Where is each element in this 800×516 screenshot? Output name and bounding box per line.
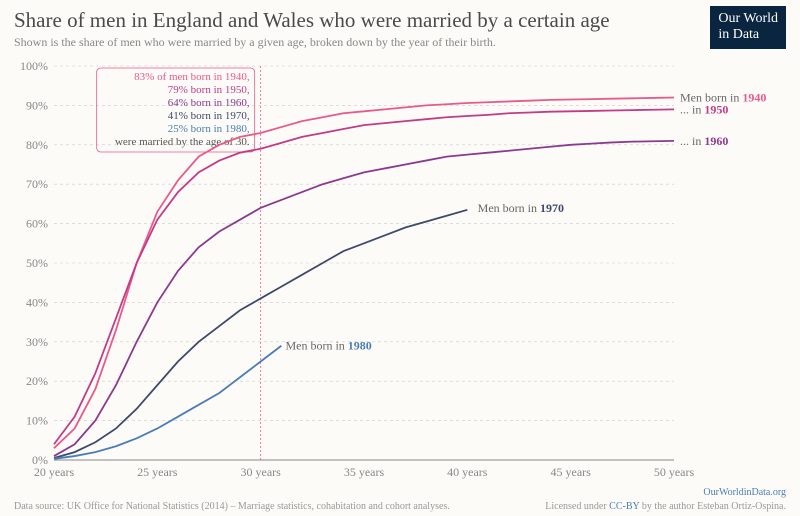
logo-line-1: Our World: [718, 11, 778, 26]
y-tick-label: 90%: [26, 98, 48, 112]
callout-line: 64% born in 1960,: [168, 97, 250, 109]
chart-header: Share of men in England and Wales who we…: [0, 0, 800, 54]
owid-logo: Our World in Data: [710, 6, 786, 49]
chart-subtitle: Shown is the share of men who were marri…: [14, 35, 786, 50]
license-text: Licensed under CC-BY by the author Esteb…: [545, 501, 786, 512]
x-tick-label: 30 years: [241, 465, 282, 479]
callout-line: 41% born in 1970,: [168, 110, 250, 122]
chart-svg: 0%10%20%30%40%50%60%70%80%90%100%20 year…: [44, 60, 784, 480]
chart-title: Share of men in England and Wales who we…: [14, 8, 786, 33]
callout-line: 25% born in 1980,: [168, 123, 250, 135]
callout-line: 79% born in 1950,: [168, 84, 250, 96]
data-source-text: Data source: UK Office for National Stat…: [14, 501, 450, 512]
x-tick-label: 35 years: [344, 465, 385, 479]
series-label-1970: Men born in 1970: [478, 201, 564, 215]
series-line-1940: [54, 98, 674, 449]
y-tick-label: 20%: [26, 374, 48, 388]
y-tick-label: 80%: [26, 138, 48, 152]
x-tick-label: 20 years: [34, 465, 75, 479]
y-tick-label: 40%: [26, 295, 48, 309]
y-tick-label: 50%: [26, 256, 48, 270]
series-line-1950: [54, 109, 674, 444]
owid-site-link[interactable]: OurWorldinData.org: [703, 487, 786, 498]
callout-line: were married by the age of 30.: [115, 136, 250, 148]
y-tick-label: 70%: [26, 177, 48, 191]
callout-line: 83% of men born in 1940,: [134, 71, 250, 83]
series-label-1960: ... in 1960: [680, 134, 728, 148]
chart-plot-area: 0%10%20%30%40%50%60%70%80%90%100%20 year…: [44, 60, 784, 480]
logo-line-2: in Data: [718, 27, 759, 42]
x-tick-label: 45 years: [551, 465, 592, 479]
y-tick-label: 30%: [26, 335, 48, 349]
y-tick-label: 60%: [26, 217, 48, 231]
x-tick-label: 25 years: [137, 465, 178, 479]
series-line-1960: [54, 141, 674, 456]
license-link[interactable]: CC-BY: [609, 501, 639, 512]
chart-footer: Data source: UK Office for National Stat…: [14, 501, 786, 512]
x-tick-label: 40 years: [447, 465, 488, 479]
series-label-1950: ... in 1950: [680, 102, 728, 116]
y-tick-label: 10%: [26, 414, 48, 428]
series-label-1980: Men born in 1980: [285, 339, 371, 353]
x-tick-label: 50 years: [654, 465, 695, 479]
y-tick-label: 100%: [20, 59, 48, 73]
